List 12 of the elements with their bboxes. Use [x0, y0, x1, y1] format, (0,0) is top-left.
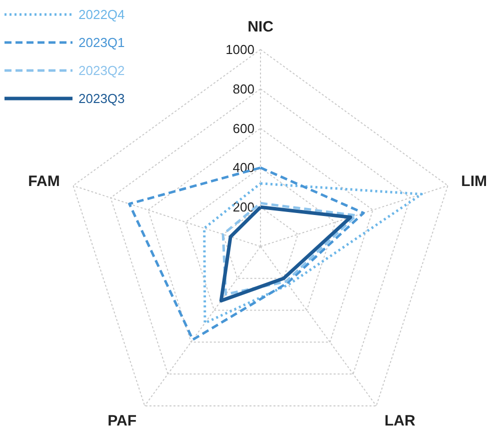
y-tick-label: 600 — [232, 120, 255, 136]
text: 2022Q4 — [78, 7, 125, 22]
text: 2023Q3 — [78, 91, 125, 106]
y-tick-label: 800 — [232, 81, 255, 96]
spoke-label: NIC — [248, 18, 274, 36]
spoke-label: PAF — [108, 412, 136, 428]
text: 2023Q1 — [78, 35, 125, 50]
spoke-label: LAR — [384, 412, 416, 428]
spoke-label: LIM — [461, 172, 487, 190]
spoke-label: FAM — [28, 172, 60, 190]
y-tick-label: 1000 — [226, 42, 254, 57]
text: 2023Q2 — [78, 63, 125, 78]
